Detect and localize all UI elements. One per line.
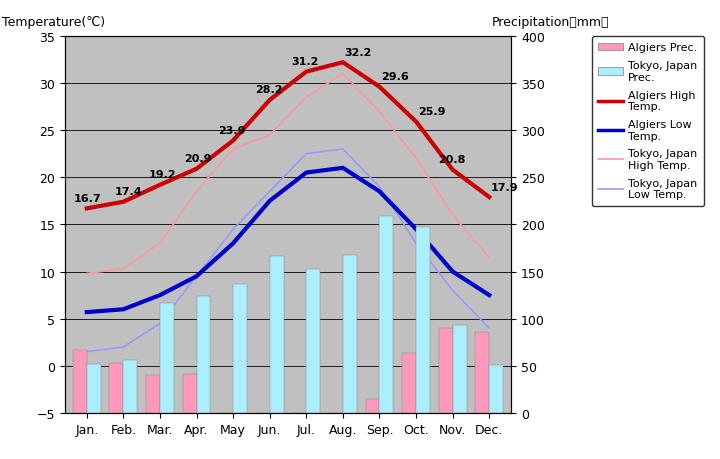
Bar <box>438 328 453 413</box>
Bar <box>475 332 490 413</box>
Bar <box>343 255 357 413</box>
Text: 16.7: 16.7 <box>74 193 102 203</box>
Text: Precipitation（mm）: Precipitation（mm） <box>492 16 609 29</box>
Legend: Algiers Prec., Tokyo, Japan
Prec., Algiers High
Temp., Algiers Low
Temp., Tokyo,: Algiers Prec., Tokyo, Japan Prec., Algie… <box>592 37 704 207</box>
Text: 19.2: 19.2 <box>149 170 176 180</box>
Bar <box>109 363 123 413</box>
Text: 25.9: 25.9 <box>418 107 446 117</box>
Text: 31.2: 31.2 <box>292 57 319 67</box>
Bar <box>160 303 174 413</box>
Bar <box>416 228 430 413</box>
Bar <box>86 364 101 413</box>
Bar <box>270 256 284 413</box>
Bar <box>453 325 467 413</box>
Text: 17.9: 17.9 <box>491 182 518 192</box>
Bar <box>233 284 247 413</box>
Text: 23.9: 23.9 <box>218 126 246 135</box>
Bar <box>197 297 210 413</box>
Text: 28.2: 28.2 <box>255 85 282 95</box>
Bar <box>366 399 379 413</box>
Bar <box>183 375 197 413</box>
Text: 20.9: 20.9 <box>184 154 211 164</box>
Bar <box>146 375 160 413</box>
Bar <box>379 217 393 413</box>
Text: 29.6: 29.6 <box>382 72 409 82</box>
Text: 17.4: 17.4 <box>114 187 142 197</box>
Bar <box>402 353 416 413</box>
Bar <box>306 269 320 413</box>
Text: 32.2: 32.2 <box>345 48 372 57</box>
Bar <box>490 365 503 413</box>
Bar <box>73 350 86 413</box>
Bar <box>123 360 138 413</box>
Text: Temperature(℃): Temperature(℃) <box>2 16 105 29</box>
Text: 20.8: 20.8 <box>438 155 465 165</box>
